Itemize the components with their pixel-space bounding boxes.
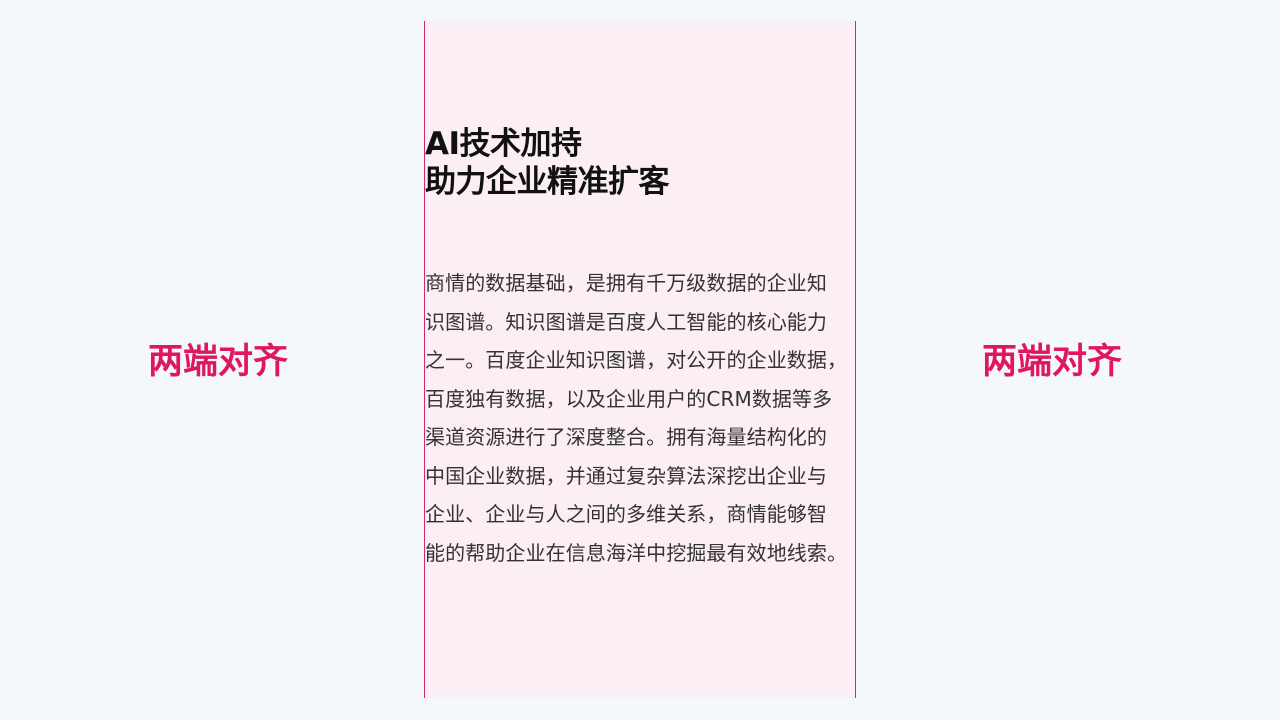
- panel-title: AI技术加持 助力企业精准扩客: [425, 125, 857, 201]
- text-column-panel: AI技术加持 助力企业精准扩客 商情的数据基础，是拥有千万级数据的企业知 识图谱…: [424, 21, 856, 698]
- title-line: AI技术加持: [425, 126, 582, 162]
- title-line: 助力企业精准扩客: [425, 164, 670, 200]
- left-alignment-label: 两端对齐: [148, 342, 289, 382]
- body-line: 渠道资源进行了深度整合。拥有海量结构化的: [425, 425, 827, 449]
- body-line: 之一。百度企业知识图谱，对公开的企业数据，: [425, 348, 848, 372]
- body-line: 企业、企业与人之间的多维关系，商情能够智: [425, 502, 827, 526]
- panel-body: 商情的数据基础，是拥有千万级数据的企业知 识图谱。知识图谱是百度人工智能的核心能…: [425, 264, 857, 572]
- body-line: 商情的数据基础，是拥有千万级数据的企业知: [425, 271, 827, 295]
- body-line: 百度独有数据，以及企业用户的CRM数据等多: [425, 386, 833, 411]
- body-line: 中国企业数据，并通过复杂算法深挖出企业与: [425, 463, 827, 488]
- right-alignment-label: 两端对齐: [982, 342, 1123, 382]
- body-line: 识图谱。知识图谱是百度人工智能的核心能力: [425, 309, 827, 334]
- body-line: 能的帮助企业在信息海洋中挖掘最有效地线索。: [425, 540, 848, 565]
